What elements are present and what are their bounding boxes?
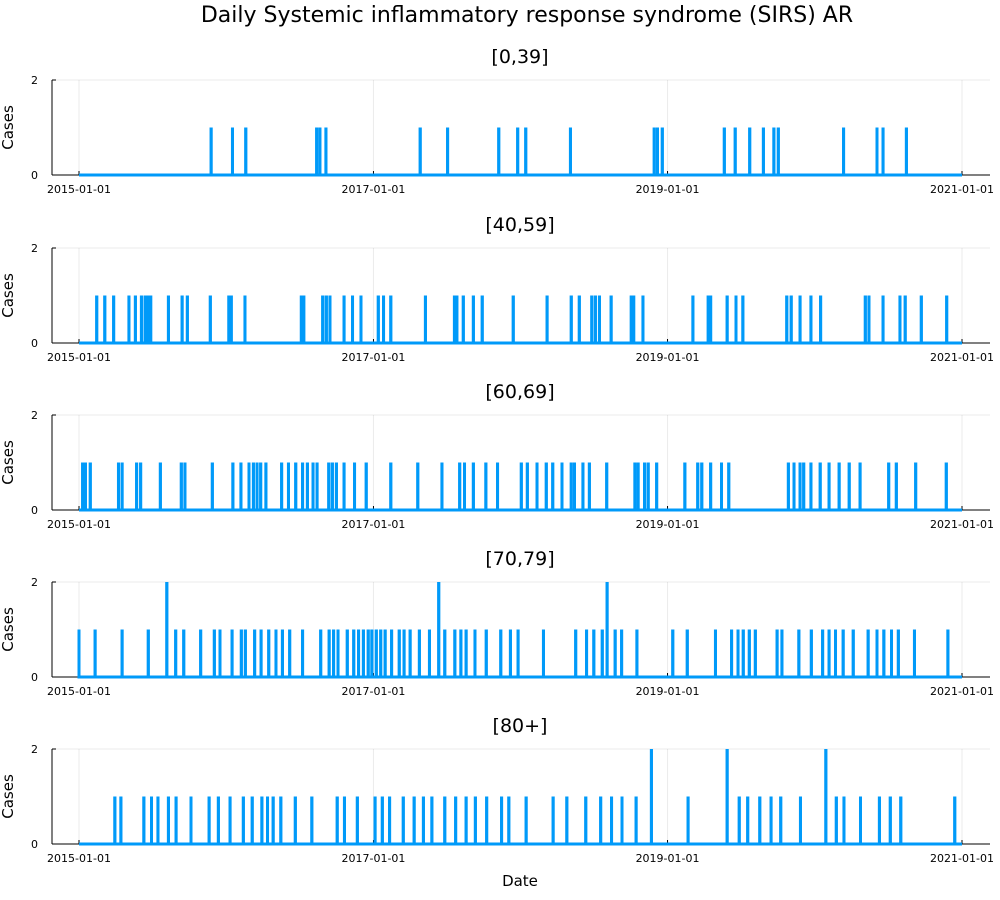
x-tick-label: 2015-01-01 <box>47 518 111 531</box>
y-tick-label: 2 <box>31 409 38 422</box>
x-tick-label: 2019-01-01 <box>636 351 700 364</box>
x-tick-label: 2019-01-01 <box>636 685 700 698</box>
y-axis-label: Cases <box>0 774 17 819</box>
y-tick-label: 2 <box>31 74 38 87</box>
x-tick-label: 2017-01-01 <box>341 685 405 698</box>
x-tick-label: 2021-01-01 <box>930 518 994 531</box>
panel-2: [40,59] 0 2 2015-01-01 2017-01-01 2019-01-01 2… <box>0 214 994 364</box>
chart-title: Daily Systemic inflammatory response syn… <box>201 3 853 28</box>
panel-title: [40,59] <box>485 214 554 236</box>
y-tick-label: 2 <box>31 576 38 589</box>
x-tick-label: 2021-01-01 <box>930 685 994 698</box>
y-axis-label: Cases <box>0 273 17 318</box>
y-axis-label: Cases <box>0 440 17 485</box>
panel-title: [0,39] <box>491 46 548 68</box>
x-tick-label: 2017-01-01 <box>341 351 405 364</box>
x-tick-label: 2017-01-01 <box>341 852 405 865</box>
panel-title: [60,69] <box>485 381 554 403</box>
x-tick-label: 2021-01-01 <box>930 351 994 364</box>
x-tick-label: 2017-01-01 <box>341 518 405 531</box>
panel-4: [70,79] 0 2 2015-01-01 2017-01-01 2019-01-01 2… <box>0 548 994 698</box>
x-tick-label: 2021-01-01 <box>930 183 994 196</box>
panel-3: [60,69] 0 2 2015-01-01 2017-01-01 2019-01-01 2… <box>0 381 994 531</box>
y-axis-label: Cases <box>0 607 17 652</box>
panel-title: [70,79] <box>485 548 554 570</box>
x-tick-label: 2015-01-01 <box>47 183 111 196</box>
x-tick-label: 2015-01-01 <box>47 351 111 364</box>
y-tick-label: 0 <box>31 671 38 684</box>
panel-title: [80+] <box>493 715 548 737</box>
y-tick-label: 2 <box>31 242 38 255</box>
x-tick-label: 2019-01-01 <box>636 852 700 865</box>
x-axis-label: Date <box>502 872 538 890</box>
y-tick-label: 0 <box>31 504 38 517</box>
x-tick-label: 2019-01-01 <box>636 183 700 196</box>
series-line <box>79 749 962 846</box>
x-tick-label: 2019-01-01 <box>636 518 700 531</box>
y-tick-label: 0 <box>31 169 38 182</box>
x-tick-label: 2021-01-01 <box>930 852 994 865</box>
x-tick-label: 2015-01-01 <box>47 852 111 865</box>
y-tick-label: 0 <box>31 337 38 350</box>
y-axis-label: Cases <box>0 105 17 150</box>
panel-5: [80+] 0 2 2015-01-01 2017-01-01 2019-01-01 202… <box>0 715 994 865</box>
y-tick-label: 0 <box>31 838 38 851</box>
y-tick-label: 2 <box>31 743 38 756</box>
panel-1: [0,39] 0 2 2015-01-01 2017-01-01 2019-01-01 20… <box>0 46 994 196</box>
x-tick-label: 2015-01-01 <box>47 685 111 698</box>
x-tick-label: 2017-01-01 <box>341 183 405 196</box>
